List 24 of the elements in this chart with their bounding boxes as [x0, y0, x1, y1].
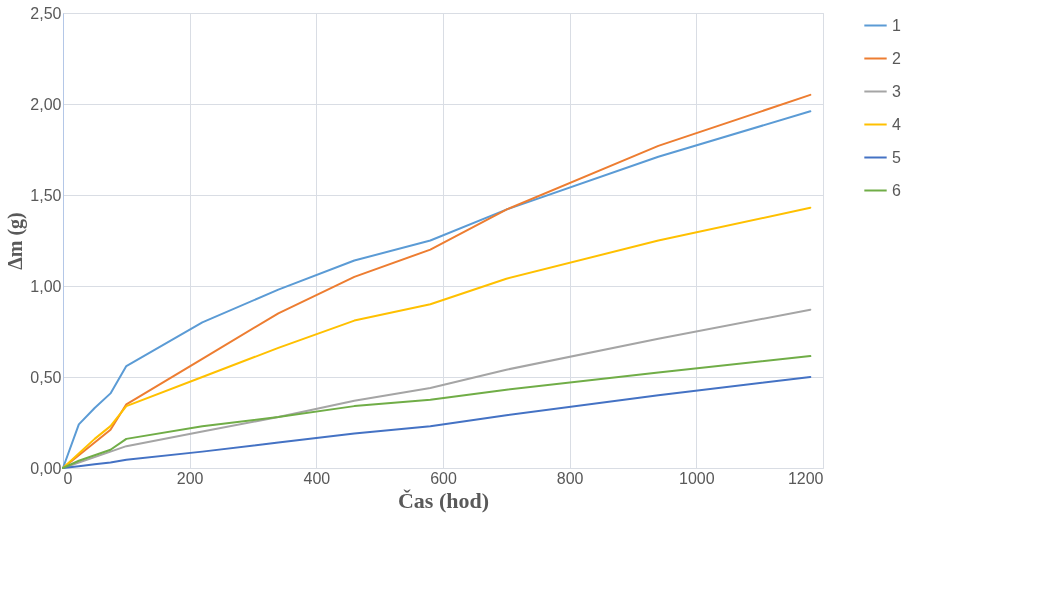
y-tick-label: 0,50: [30, 368, 62, 386]
y-tick-label: 2,50: [30, 4, 62, 22]
x-tick-label: 0: [63, 469, 73, 487]
y-tick-label: 0,00: [30, 459, 62, 477]
y-tick-label: 1,00: [30, 277, 62, 295]
legend-label: 4: [892, 115, 901, 133]
x-tick-label: 1200: [787, 469, 824, 487]
legend-label: 2: [892, 49, 901, 67]
x-tick-label: 1000: [679, 469, 715, 487]
x-tick-label: 800: [556, 469, 584, 487]
x-tick-label: 600: [430, 469, 457, 487]
y-tick-label: 2,00: [30, 95, 62, 113]
legend-label: 1: [892, 16, 901, 34]
legend-label: 3: [892, 82, 901, 100]
y-axis-title: Δm (g): [4, 212, 28, 270]
legend-label: 6: [892, 181, 901, 199]
line-series: [62, 206, 812, 469]
legend-label: 5: [892, 148, 901, 166]
line-series: [62, 355, 812, 469]
x-axis-title: Čas (hod): [397, 487, 490, 513]
line-series: [62, 376, 812, 469]
x-tick-label: 400: [303, 469, 331, 487]
x-tick-label: 200: [176, 469, 204, 487]
y-tick-label: 1,50: [30, 186, 62, 204]
